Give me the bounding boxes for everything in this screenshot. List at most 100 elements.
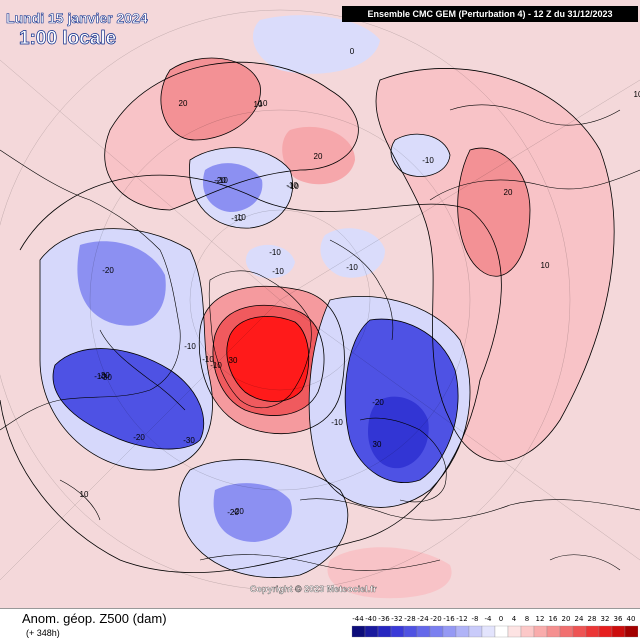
contour-label: -10: [286, 181, 298, 190]
negative-anomaly-region: [245, 244, 295, 279]
contour-label: 20: [314, 152, 323, 161]
contour-label: -30: [98, 371, 110, 380]
contour-label: 20: [179, 99, 188, 108]
negative-anomaly-core: [213, 483, 292, 542]
positive-anomaly-core: [160, 58, 261, 140]
legend-swatch: [507, 625, 522, 638]
legend-tick-label: 40: [627, 615, 636, 623]
contour-lines: [0, 57, 615, 578]
contour-label: -10: [231, 214, 243, 223]
legend-tick-label: -44: [352, 615, 364, 623]
geopotential-anomaly-map: 20 10 0 -10 20 -10 -20 -10 -10 -10 10 10…: [0, 0, 640, 608]
contour-label: 10: [541, 261, 550, 270]
negative-anomaly-core: [368, 396, 429, 469]
legend-swatch: [403, 625, 418, 638]
contour-label: -20: [133, 433, 145, 442]
forecast-date: Lundi 15 janvier 2024: [6, 10, 148, 27]
copyright-notice: Copyright © 2023 Meteociel.fr: [250, 584, 377, 594]
legend-tick-label: -28: [404, 615, 415, 623]
legend-tick-label: -4: [485, 615, 493, 623]
legend-tick-label: 36: [614, 615, 623, 623]
contour-label: -10: [422, 156, 434, 165]
negative-anomaly-region: [390, 134, 450, 177]
contour-label: 20: [504, 188, 513, 197]
contour-label: 10: [634, 90, 640, 99]
legend-swatch: [364, 625, 379, 638]
legend-swatch: [572, 625, 587, 638]
legend-swatch: [390, 625, 405, 638]
negative-anomaly-core: [53, 348, 204, 450]
forecast-local-time: 1:00 locale: [19, 28, 117, 50]
contour-label: 30: [373, 440, 382, 449]
legend-swatches: [351, 625, 638, 638]
legend-tick-label: 20: [562, 615, 571, 623]
contour-value-labels: 20 10 0 -10 20 -10 -20 -10 -10 -10 10 10…: [80, 47, 640, 517]
contour-label: 10: [80, 490, 89, 499]
legend-swatch: [455, 625, 470, 638]
legend-swatch: [585, 625, 600, 638]
legend-swatch: [481, 625, 496, 638]
legend-tick-label: 16: [549, 615, 558, 623]
legend-tick-label: 12: [536, 615, 545, 623]
positive-anomaly-region: [327, 547, 452, 599]
contour-label: -20: [372, 398, 384, 407]
contour-label: -10: [287, 182, 299, 191]
negative-anomaly-core: [202, 163, 263, 212]
legend-swatch: [598, 625, 613, 638]
legend-tick-label: -16: [443, 615, 455, 623]
graticule: [0, 9, 640, 591]
contour-label: -10: [210, 361, 222, 370]
color-scale-legend: -44 -40 -36 -32 -28 -24 -20 -16 -12 -8 -4 0 4 8 12 16 20…: [351, 615, 638, 638]
legend-swatch: [624, 625, 638, 638]
coastlines: [0, 104, 640, 571]
legend-tick-label: 8: [525, 615, 529, 623]
legend-tick-label: 0: [499, 615, 503, 623]
contour-label: -10: [216, 176, 228, 185]
map-footer: Anom. géop. Z500 (dam) (+ 348h) -44 -40 -3…: [0, 608, 640, 641]
legend-tick-label: -24: [417, 615, 429, 623]
legend-swatch: [611, 625, 626, 638]
model-run-banner: Ensemble CMC GEM (Perturbation 4) - 12 Z…: [342, 6, 638, 22]
legend-tick-label: 24: [575, 615, 584, 623]
contour-label: -10: [202, 355, 214, 364]
negative-anomaly-region: [252, 15, 380, 74]
legend-swatch: [546, 625, 561, 638]
legend-swatch: [416, 625, 431, 638]
legend-swatch: [351, 625, 366, 638]
contour-label: 10: [259, 99, 268, 108]
contour-label: 10: [254, 100, 263, 109]
contour-label: -20: [214, 176, 226, 185]
legend-tick-label: -20: [430, 615, 441, 623]
legend-tick-label: 4: [512, 615, 517, 623]
legend-tick-label: -36: [378, 615, 390, 623]
legend-swatch: [429, 625, 444, 638]
legend-swatch: [442, 625, 457, 638]
legend-swatch: [520, 625, 535, 638]
legend-tick-label: 28: [588, 615, 597, 623]
negative-anomaly-core: [77, 241, 166, 326]
contour-label: -20: [102, 266, 114, 275]
legend-swatch: [559, 625, 574, 638]
legend-tick-label: -32: [391, 615, 402, 623]
negative-anomaly-region: [320, 228, 385, 278]
legend-swatch: [468, 625, 483, 638]
contour-label: -10: [269, 248, 281, 257]
legend-tick-label: -40: [365, 615, 376, 623]
contour-label: -10: [94, 372, 106, 381]
contour-label: -30: [183, 436, 195, 445]
contour-label: -10: [234, 213, 246, 222]
contour-label: -10: [346, 263, 358, 272]
contour-label: 30: [229, 356, 238, 365]
contour-label: -10: [272, 267, 284, 276]
legend-swatch: [494, 625, 509, 638]
legend-swatch: [533, 625, 548, 638]
positive-anomaly-core: [226, 316, 309, 402]
legend-swatch: [377, 625, 392, 638]
contour-label: -30: [100, 373, 112, 382]
product-title: Anom. géop. Z500 (dam): [22, 611, 167, 626]
legend-tick-label: -8: [472, 615, 479, 623]
contour-label: 0: [350, 47, 355, 56]
contour-label: -10: [331, 418, 343, 427]
contour-label: -20: [227, 508, 239, 517]
